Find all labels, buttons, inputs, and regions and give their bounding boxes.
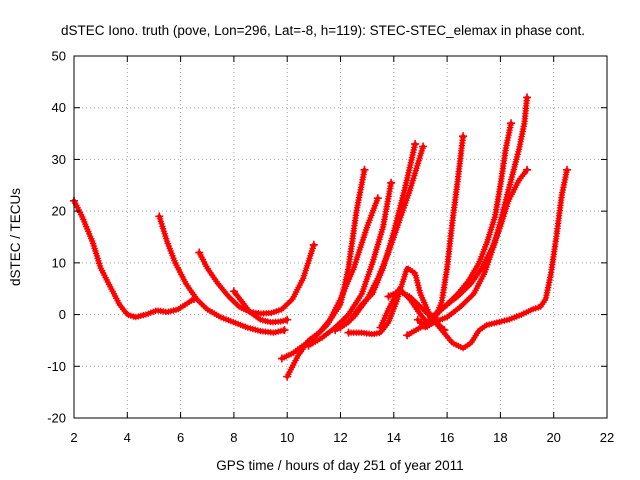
series-endpoint (195, 248, 204, 257)
series-endpoint (309, 240, 318, 249)
series-endpoint (280, 326, 289, 335)
series-line (333, 141, 418, 333)
x-tick-labels: 2 4 6 8 10 12 14 16 18 20 22 (70, 430, 614, 445)
series-endpoint (419, 320, 428, 329)
x-tick-label: 14 (387, 430, 401, 445)
y-tick-label: -10 (47, 359, 66, 374)
series-endpoint (411, 139, 420, 148)
series-arc-16 (427, 165, 532, 322)
series-arc-8 (331, 139, 420, 335)
series-endpoint (373, 194, 382, 203)
series-arc-10 (344, 265, 449, 338)
series-markers (70, 197, 197, 321)
series-arc-1 (70, 196, 198, 321)
series-layer (70, 93, 572, 381)
y-tick-label: 20 (52, 204, 66, 219)
series-arc-7 (304, 178, 396, 350)
y-tick-label: 0 (59, 307, 66, 322)
y-tick-label: -20 (47, 411, 66, 426)
x-tick-label: 16 (440, 430, 454, 445)
axis-ticks (73, 55, 608, 419)
x-tick-label: 10 (280, 430, 294, 445)
series-arc-4 (229, 287, 292, 326)
y-tick-label: 30 (52, 152, 66, 167)
series-endpoint (523, 165, 532, 174)
chart-title: dSTEC Iono. truth (pove, Lon=296, Lat=-8… (61, 23, 585, 38)
x-tick-label: 22 (600, 430, 614, 445)
series-endpoint (523, 93, 532, 102)
x-tick-label: 18 (493, 430, 507, 445)
series-endpoint (403, 331, 412, 340)
y-tick-label: 10 (52, 255, 66, 270)
series-endpoint (413, 315, 422, 324)
series-markers (332, 141, 419, 334)
series-endpoint (277, 354, 286, 363)
series-arc-2 (155, 212, 289, 336)
x-tick-label: 12 (333, 430, 347, 445)
series-endpoint (336, 323, 345, 332)
y-axis-label: dSTEC / TECUs (8, 188, 23, 286)
series-endpoint (507, 119, 516, 128)
series-arc-6 (283, 194, 382, 381)
series-endpoint (360, 165, 369, 174)
series-markers (156, 213, 287, 336)
grid (74, 56, 607, 418)
series-endpoint (155, 212, 164, 221)
series-endpoint (563, 165, 572, 174)
series-endpoint (304, 341, 313, 350)
series-arc-12 (384, 165, 572, 352)
x-tick-label: 20 (546, 430, 560, 445)
y-tick-label: 50 (52, 49, 66, 64)
series-endpoint (387, 178, 396, 187)
series-endpoint (283, 315, 292, 324)
x-axis-label: GPS time / hours of day 251 of year 2011 (216, 458, 463, 473)
series-endpoint (376, 323, 385, 332)
x-tick-label: 8 (230, 430, 237, 445)
series-markers (196, 242, 317, 317)
x-tick-label: 4 (124, 430, 131, 445)
series-endpoint (459, 132, 468, 141)
series-arc-9 (336, 142, 428, 332)
y-tick-labels: -20 -10 0 10 20 30 40 50 (47, 49, 66, 426)
series-arc-3 (195, 240, 318, 317)
x-tick-label: 2 (70, 430, 77, 445)
series-markers (385, 168, 570, 352)
series-endpoint (331, 326, 340, 335)
x-tick-label: 6 (177, 430, 184, 445)
series-endpoint (344, 328, 353, 337)
series-endpoint (384, 292, 393, 301)
series-endpoint (283, 372, 292, 381)
series-endpoint (419, 142, 428, 151)
y-tick-label: 40 (52, 100, 66, 115)
series-endpoint (427, 313, 436, 322)
series-endpoint (229, 287, 238, 296)
